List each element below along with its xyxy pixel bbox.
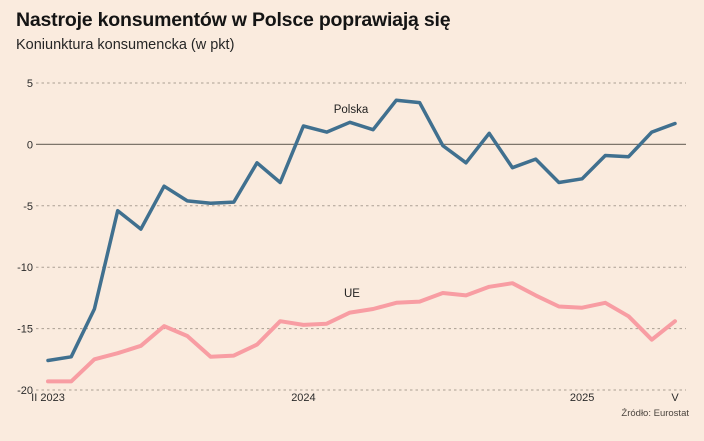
x-axis-tick-label: V xyxy=(671,392,679,404)
ue-line xyxy=(46,281,677,384)
x-axis-tick-label: II 2023 xyxy=(31,392,65,404)
source-note: Źródło: Eurostat xyxy=(621,408,689,419)
page-title: Nastroje konsumentów w Polsce poprawiają… xyxy=(16,9,451,31)
y-axis-tick-label: 5 xyxy=(27,78,33,90)
polska-line xyxy=(46,98,677,363)
series-label-ue: UE xyxy=(344,288,360,300)
x-axis-tick-label: 2025 xyxy=(570,392,594,404)
series-label-polska: Polska xyxy=(334,104,369,116)
x-axis-tick-label: 2024 xyxy=(291,392,315,404)
page-subtitle: Koniunktura konsumencka (w pkt) xyxy=(16,37,235,54)
chart-header: Nastroje konsumentów w Polsce poprawiają… xyxy=(16,9,451,54)
y-axis-tick-label: -10 xyxy=(17,262,33,274)
y-axis-tick-label: 0 xyxy=(27,139,33,151)
y-axis-tick-label: -5 xyxy=(23,201,33,213)
y-axis-tick-label: -15 xyxy=(17,324,33,336)
y-axis-tick-label: -20 xyxy=(17,385,33,397)
